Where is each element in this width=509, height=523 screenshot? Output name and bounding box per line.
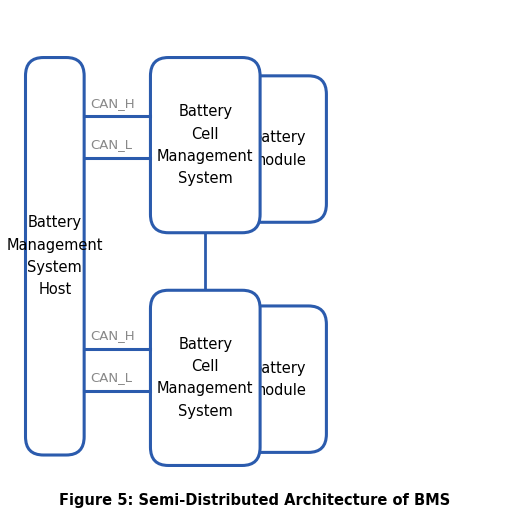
Text: Battery
Cell
Management
System: Battery Cell Management System [157,104,253,186]
FancyBboxPatch shape [232,76,326,222]
Text: battery
module: battery module [251,360,306,398]
FancyBboxPatch shape [232,306,326,452]
Text: Battery
Cell
Management
System: Battery Cell Management System [157,337,253,419]
Text: battery
module: battery module [251,130,306,168]
Text: CAN_H: CAN_H [90,329,134,342]
FancyBboxPatch shape [150,290,260,465]
Text: CAN_H: CAN_H [90,97,134,110]
Text: Figure 5: Semi-Distributed Architecture of BMS: Figure 5: Semi-Distributed Architecture … [59,493,450,508]
Text: CAN_L: CAN_L [90,139,132,152]
FancyBboxPatch shape [150,58,260,233]
Text: CAN_L: CAN_L [90,371,132,384]
Text: Battery
Management
System
Host: Battery Management System Host [7,215,103,297]
FancyBboxPatch shape [25,58,84,455]
